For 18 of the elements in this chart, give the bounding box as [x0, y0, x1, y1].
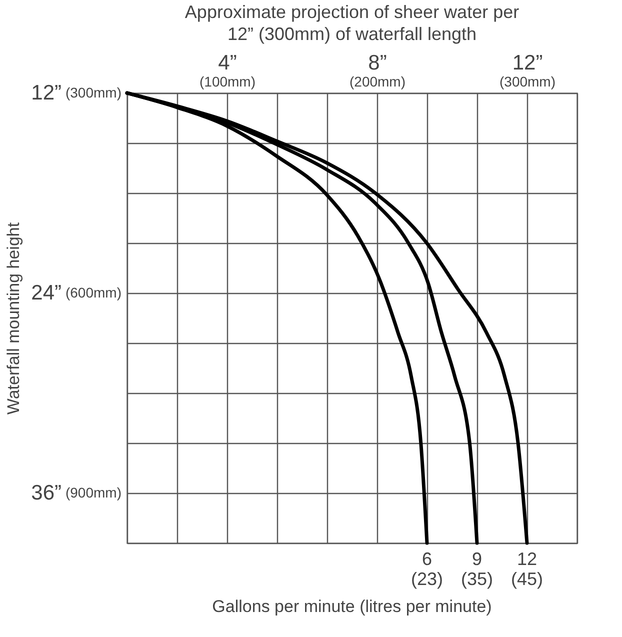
x2-tick-label: (100mm) — [199, 74, 256, 90]
series-label: 12 (45) — [510, 549, 544, 589]
y2-tick-label: (600mm) — [65, 284, 122, 300]
x-tick-label: 12” — [512, 52, 543, 74]
series-label: 6 (23) — [410, 549, 444, 589]
x2-tick-label: (200mm) — [349, 74, 406, 90]
y-tick-label: 24” — [31, 282, 62, 304]
x2-tick-label: (300mm) — [499, 74, 556, 90]
y2-tick-label: (900mm) — [65, 484, 122, 500]
legend-title: Gallons per minute (litres per minute) — [212, 597, 492, 616]
y-tick-label: 12” — [31, 82, 62, 104]
series-label: 9 (35) — [460, 549, 494, 589]
x-tick-label: 4” — [218, 52, 237, 74]
x-tick-label: 8” — [368, 52, 387, 74]
y2-tick-label: (300mm) — [65, 84, 122, 100]
y-tick-label: 36” — [31, 482, 62, 504]
chart-subtitle: Approximate projection of sheer water per 12” (300mm) of waterfall length — [184, 2, 520, 44]
y-axis-title: Waterfall mounting height — [4, 222, 24, 415]
